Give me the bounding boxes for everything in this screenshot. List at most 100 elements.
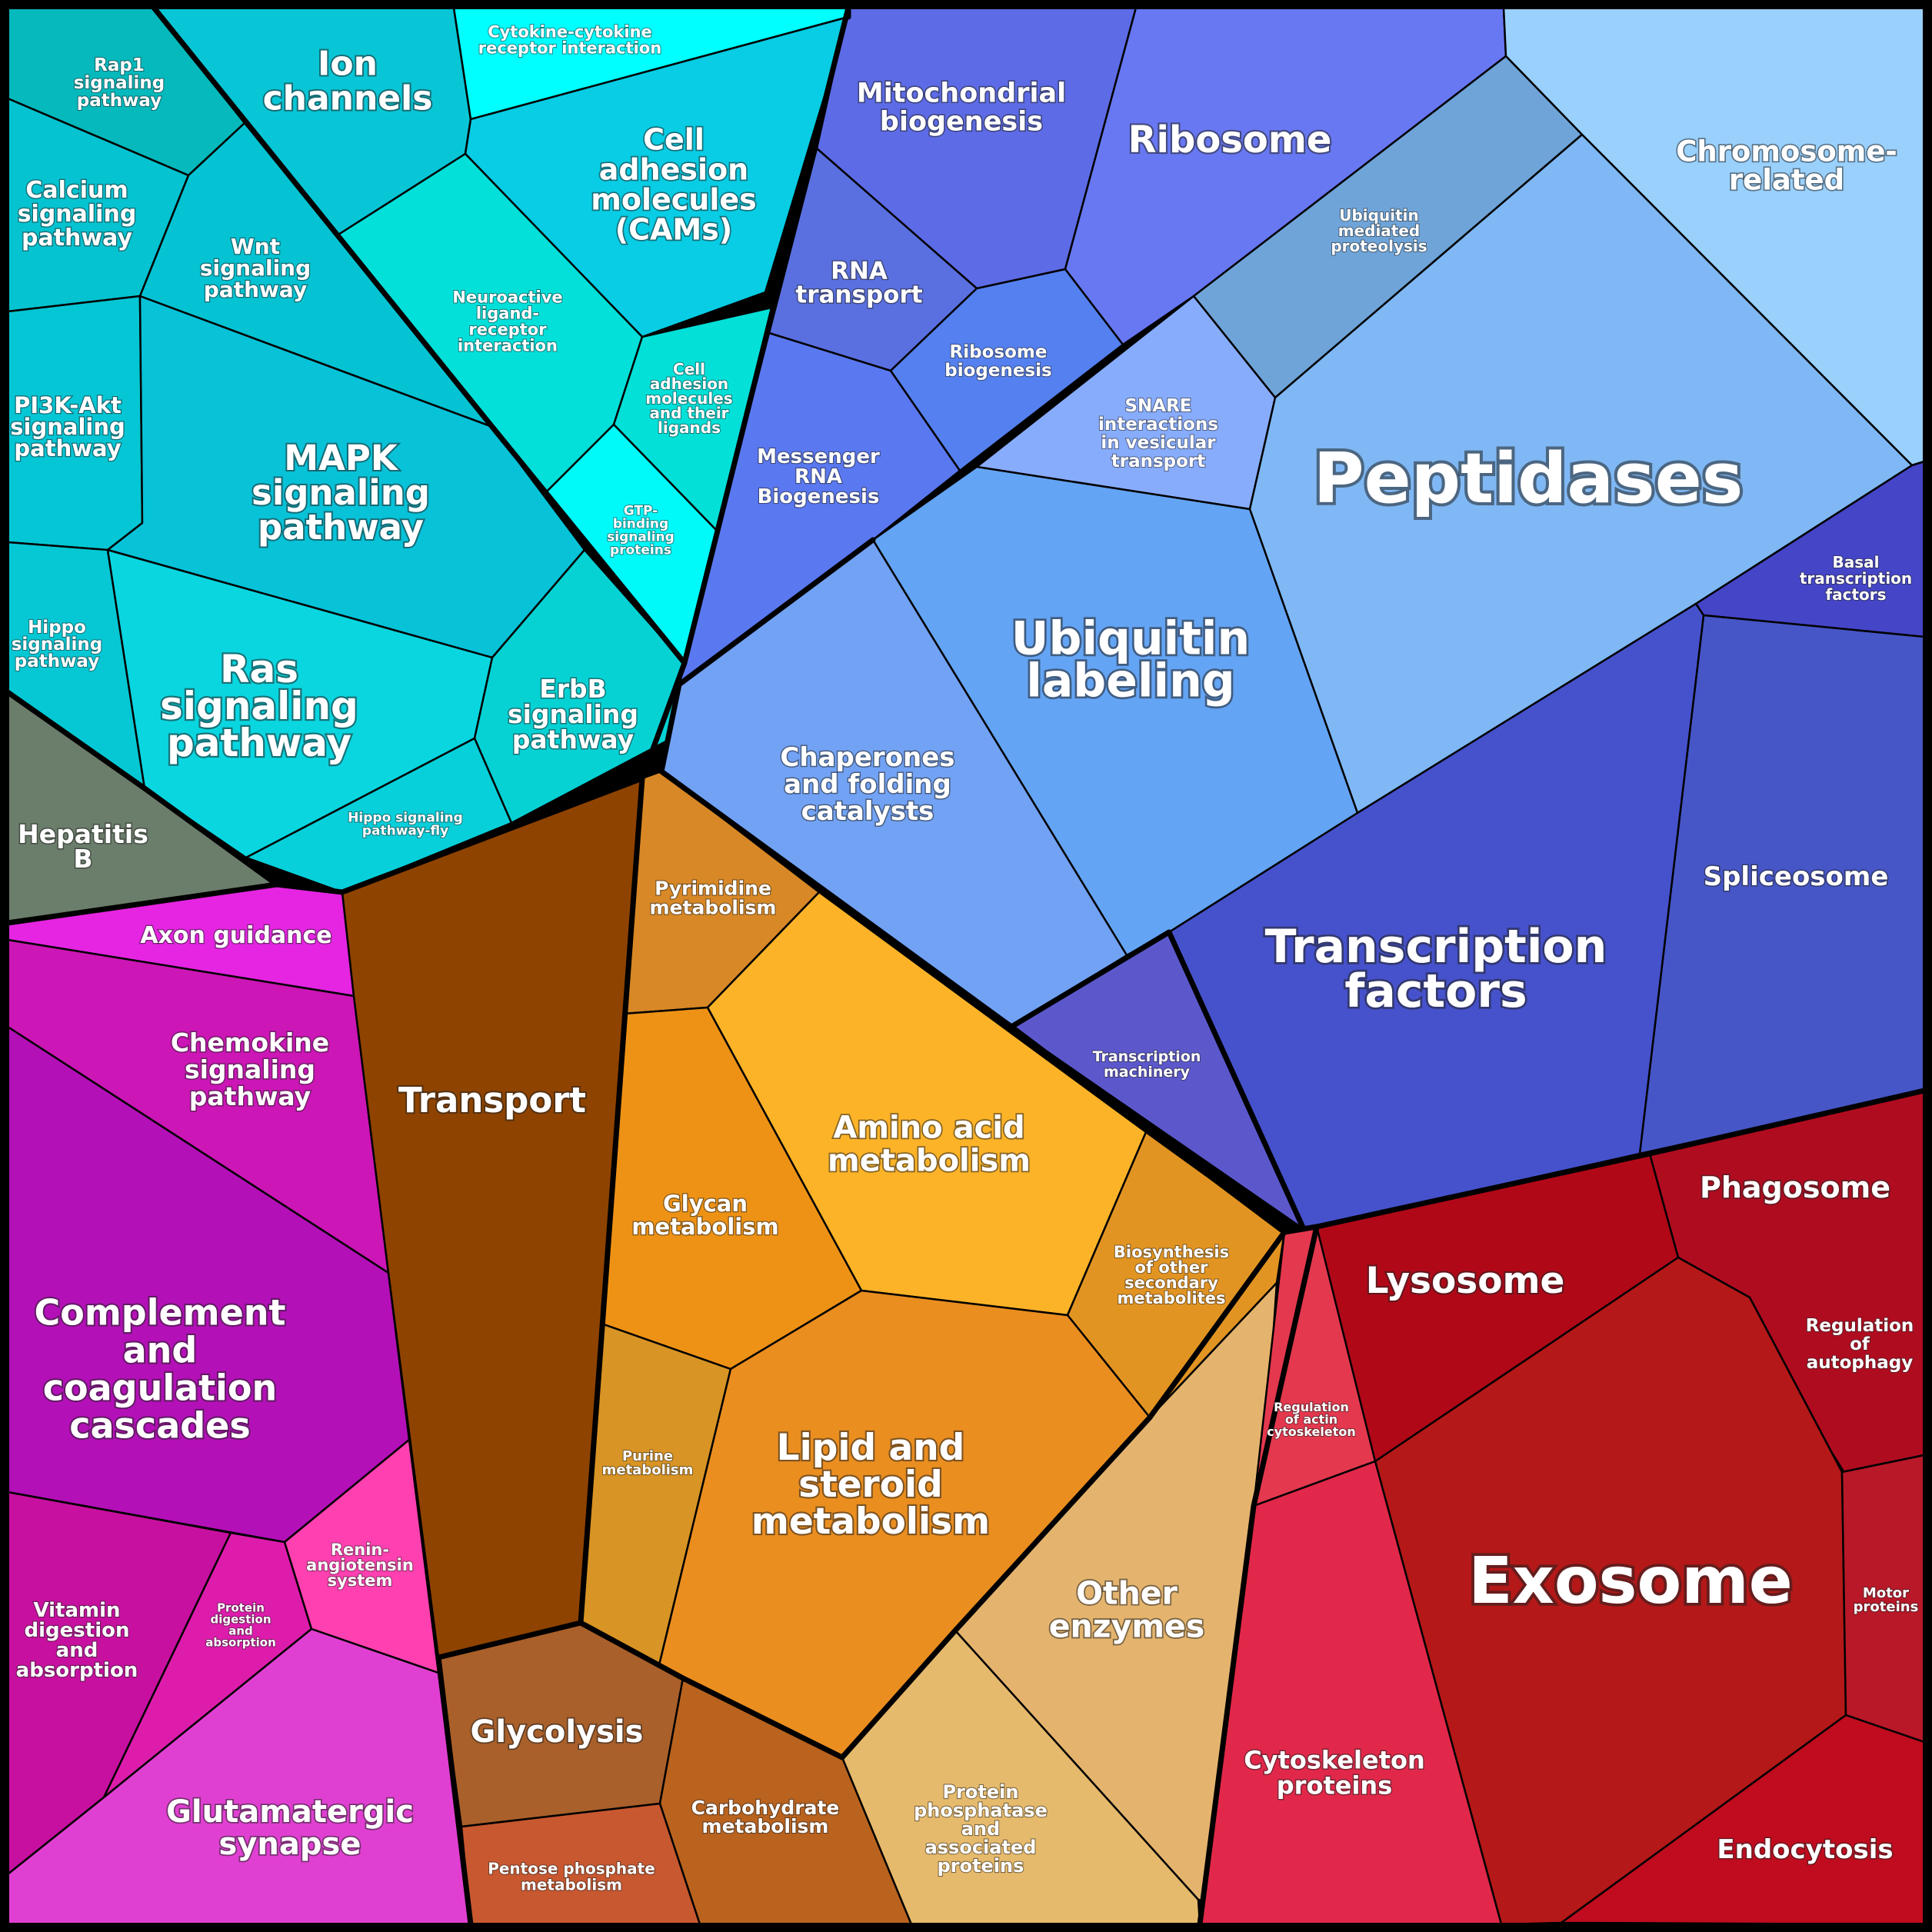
label-line: Cell: [673, 360, 705, 378]
label-line: metabolism: [751, 1501, 990, 1543]
cell-cams: [464, 15, 850, 338]
label-line: signaling: [607, 530, 675, 545]
label-line: Protein: [943, 1781, 1019, 1803]
group-border-5: [658, 537, 876, 774]
label-transcription-factors: Transcription factors: [1265, 920, 1607, 1018]
label-line: Hippo: [28, 618, 86, 638]
label-line: RNA: [794, 465, 842, 488]
label-line: Endocytosis: [1717, 1834, 1893, 1865]
label-motor: Motor proteins: [1854, 1585, 1919, 1615]
label-mito: Mitochondrial biogenesis: [857, 78, 1066, 138]
label-glycolysis: Glycolysis: [471, 1714, 644, 1750]
cell-ribosome-bio: [889, 268, 1124, 472]
label-line: digestion: [210, 1613, 271, 1627]
label-ras: Ras signaling pathway: [160, 647, 358, 765]
label-lysosome: Lysosome: [1366, 1260, 1565, 1302]
label-basal-tf: Basal transcription factors: [1800, 553, 1912, 604]
label-exosome: Exosome: [1468, 1543, 1792, 1618]
label-line: molecules: [591, 183, 757, 217]
label-peptidases: Peptidases: [1314, 438, 1744, 519]
label-regulation-autophagy: Regulation of autophagy: [1806, 1316, 1914, 1373]
label-calcium: Calcium signaling pathway: [18, 177, 137, 251]
label-line: system: [328, 1571, 393, 1590]
group-border-2: [5, 881, 280, 926]
label-line: signaling: [12, 635, 103, 655]
cells-layer: [6, 6, 1926, 1926]
label-line: Complement: [34, 1292, 285, 1334]
label-erbb: ErbB signaling pathway: [508, 674, 638, 754]
label-line: signaling: [10, 414, 125, 440]
label-line: signaling: [185, 1054, 315, 1084]
label-line: machinery: [1104, 1064, 1191, 1081]
label-line: Lysosome: [1366, 1260, 1565, 1302]
label-endocytosis: Endocytosis: [1717, 1834, 1893, 1865]
label-ribosome: Ribosome: [1128, 118, 1332, 162]
label-protein-digestion: Protein digestion and absorption: [205, 1601, 276, 1650]
label-ubiquitin-labeling: Ubiquitin labeling: [1011, 612, 1250, 708]
label-line: Transport: [398, 1080, 586, 1121]
label-line: Mitochondrial: [857, 78, 1066, 109]
label-line: Ribosome: [1128, 118, 1332, 162]
label-line: Cytokine-cytokine: [488, 23, 652, 42]
label-line: catalysts: [801, 796, 934, 827]
label-line: labeling: [1026, 655, 1235, 708]
label-line: channels: [263, 78, 433, 118]
label-neuroactive: Neuroactive ligand-receptor interaction: [452, 288, 562, 355]
label-line: pathway: [258, 507, 424, 548]
label-line: receptor: [468, 321, 547, 339]
label-vitamin: Vitamin digestion and absorption: [16, 1599, 138, 1682]
label-pentose: Pentose phosphate metabolism: [488, 1860, 655, 1894]
label-line: Vitamin: [33, 1599, 120, 1622]
label-line: Other: [1076, 1575, 1178, 1612]
label-line: factors: [1825, 585, 1886, 604]
label-line: Ribosome: [950, 342, 1048, 362]
label-line: digestion: [25, 1619, 130, 1642]
label-chaperones: Chaperones and folding catalysts: [780, 742, 954, 827]
label-line: Glutamatergic: [166, 1794, 414, 1830]
label-line: transport: [1111, 451, 1206, 471]
label-chemokine: Chemokine signaling pathway: [171, 1028, 329, 1111]
label-line: MAPK: [284, 438, 399, 478]
label-axon: Axon guidance: [140, 922, 331, 949]
label-line: steroid: [798, 1464, 943, 1506]
label-line: in vesicular: [1101, 433, 1216, 453]
label-line: proteins: [1277, 1771, 1392, 1800]
label-line: transcription: [1800, 569, 1912, 588]
label-protein-phosphatase: Protein phosphatase and associated proteins: [914, 1781, 1048, 1877]
label-cam-ligands: Cell adhesion molecules and their ligands: [645, 360, 732, 437]
label-line: phosphatase: [914, 1800, 1048, 1821]
group-border-4: [639, 5, 851, 781]
label-hippo-fly: Hippo signaling pathway-fly: [348, 811, 463, 839]
label-line: and: [123, 1330, 198, 1371]
label-line: metabolism: [650, 896, 777, 918]
label-rna-transport: RNA transport: [795, 258, 922, 309]
label-line: interaction: [458, 337, 558, 355]
group-border-8: [1197, 1224, 1320, 1927]
label-pyrimidine: Pyrimidine metabolism: [650, 877, 777, 918]
label-line: proteins: [1854, 1599, 1919, 1615]
label-line: Cell: [643, 123, 705, 157]
label-line: interactions: [1098, 415, 1218, 435]
label-line: metabolites: [1118, 1289, 1226, 1307]
label-line: cascades: [69, 1405, 251, 1447]
group-border-10: [1008, 929, 1307, 1232]
label-line: Hepatitis: [18, 819, 148, 849]
label-line: ligand-: [476, 305, 539, 323]
label-line: Wnt: [231, 234, 280, 259]
label-line: Protein: [217, 1601, 265, 1615]
label-line: signaling: [74, 73, 165, 93]
label-wnt: Wnt signaling pathway: [200, 234, 311, 302]
label-line: Ion: [318, 44, 378, 83]
label-line: biogenesis: [944, 361, 1051, 381]
label-line: Renin-: [331, 1541, 389, 1559]
label-transcription-machinery: Transcription machinery: [1093, 1048, 1201, 1081]
label-line: Regulation: [1274, 1400, 1349, 1414]
label-line: Transcription: [1265, 920, 1607, 974]
label-line: absorption: [205, 1636, 276, 1650]
label-line: pathway: [189, 1081, 311, 1111]
label-line: Hippo signaling: [348, 811, 463, 826]
label-line: PI3K-Akt: [14, 392, 122, 418]
